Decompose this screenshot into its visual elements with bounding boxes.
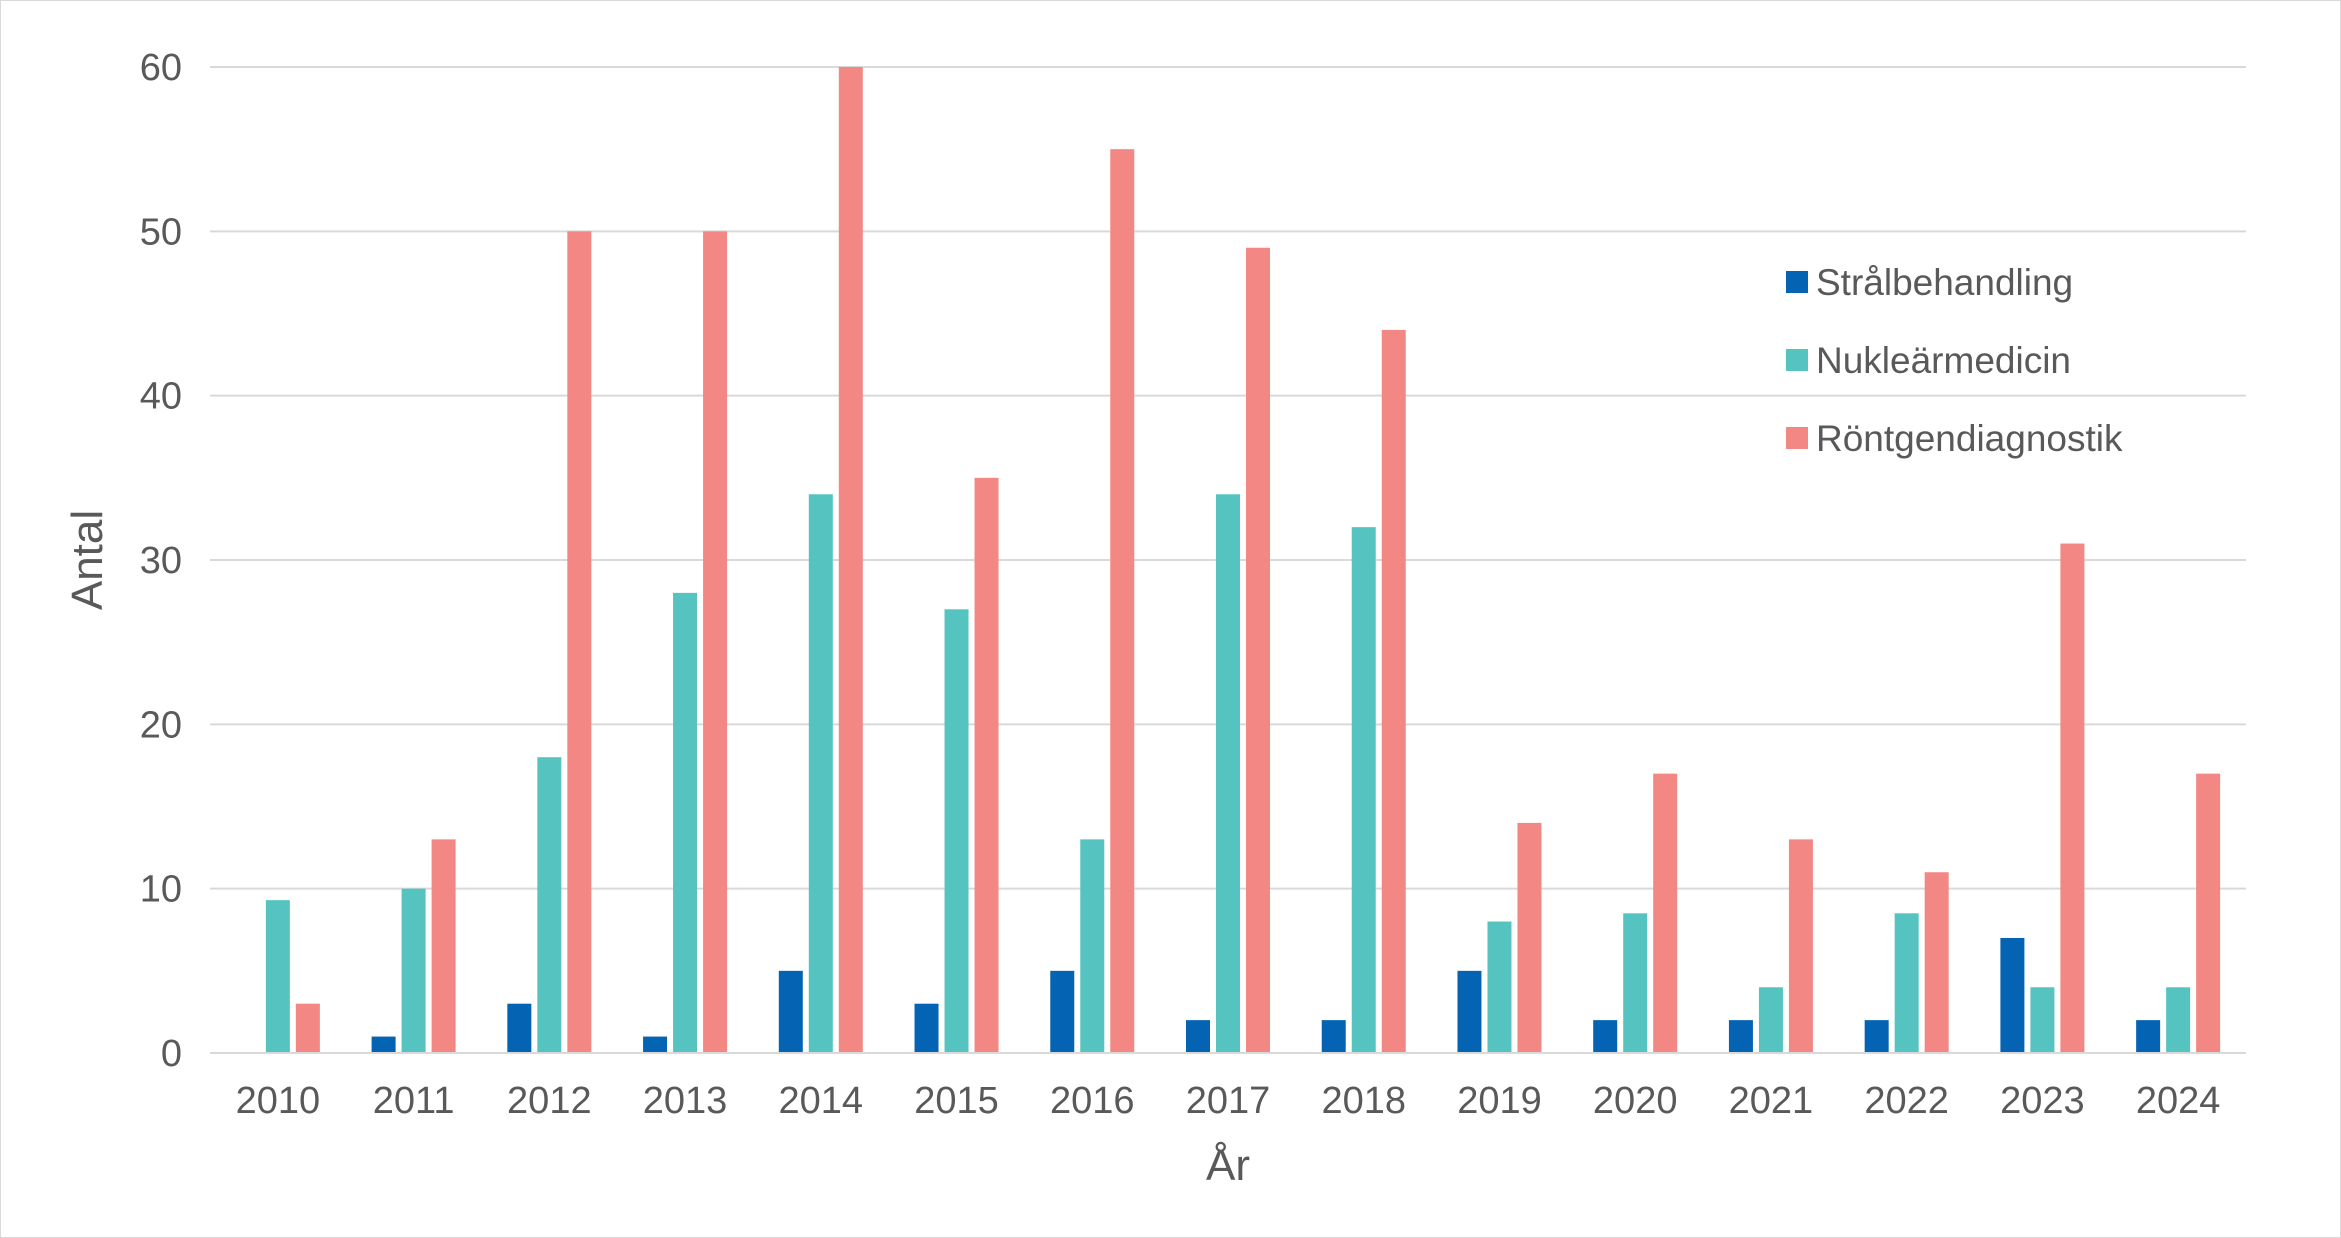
x-tick-label: 2013 <box>643 1080 728 1122</box>
y-tick-label: 60 <box>140 47 182 89</box>
bar-nukleärmedicin-2016 <box>1080 839 1105 1053</box>
bar-röntgendiagnostik-2024 <box>2196 773 2221 1053</box>
x-tick-label: 2012 <box>507 1080 592 1122</box>
bar-nukleärmedicin-2019 <box>1487 921 1512 1053</box>
y-tick-label: 20 <box>140 704 182 746</box>
bar-nukleärmedicin-2012 <box>537 757 562 1053</box>
x-tick-label: 2016 <box>1050 1080 1135 1122</box>
bar-nukleärmedicin-2017 <box>1216 494 1240 1053</box>
legend-swatch <box>1786 271 1808 293</box>
legend: Strålbehandling Nukleärmedicin Röntgendiag… <box>1786 262 2123 459</box>
bar-strålbehandling-2011 <box>371 1036 396 1053</box>
bar-röntgendiagnostik-2017 <box>1246 247 1270 1053</box>
bar-nukleärmedicin-2011 <box>401 888 426 1053</box>
bar-röntgendiagnostik-2012 <box>567 231 592 1054</box>
y-axis-title: Antal <box>63 510 112 610</box>
bar-röntgendiagnostik-2010 <box>295 1003 320 1053</box>
bar-röntgendiagnostik-2011 <box>431 839 456 1053</box>
x-tick-label: 2022 <box>1864 1080 1949 1122</box>
bar-röntgendiagnostik-2022 <box>1924 872 1949 1053</box>
y-tick-label: 30 <box>140 540 182 582</box>
x-tick-label: 2014 <box>779 1080 864 1122</box>
bar-nukleärmedicin-2013 <box>673 592 698 1053</box>
bar-röntgendiagnostik-2023 <box>2060 543 2085 1053</box>
bar-nukleärmedicin-2014 <box>808 494 833 1053</box>
bar-nukleärmedicin-2015 <box>944 609 969 1053</box>
x-tick-label: 2023 <box>2000 1080 2085 1122</box>
x-tick-label: 2019 <box>1457 1080 1542 1122</box>
legend-swatch <box>1786 349 1808 371</box>
x-tick-label: 2017 <box>1186 1080 1271 1122</box>
bar-strålbehandling-2016 <box>1050 970 1075 1053</box>
bars <box>265 67 2221 1054</box>
bar-strålbehandling-2019 <box>1457 970 1482 1053</box>
bar-nukleärmedicin-2020 <box>1623 913 1648 1053</box>
bar-strålbehandling-2024 <box>2136 1020 2161 1053</box>
bar-röntgendiagnostik-2014 <box>838 67 863 1053</box>
legend-label: Strålbehandling <box>1816 262 2073 303</box>
bar-röntgendiagnostik-2016 <box>1110 149 1135 1053</box>
bar-strålbehandling-2015 <box>914 1003 939 1053</box>
bar-strålbehandling-2017 <box>1186 1020 1210 1053</box>
x-tick-label: 2021 <box>1729 1080 1814 1122</box>
y-tick-label: 0 <box>161 1033 182 1075</box>
axes: 0 10 20 30 40 50 60 2010 2011 2012 2013 2014 2015 201… <box>140 47 2246 1122</box>
legend-swatch <box>1786 427 1808 449</box>
bar-strålbehandling-2012 <box>507 1003 532 1053</box>
bar-nukleärmedicin-2022 <box>1894 913 1919 1053</box>
y-tick-label: 50 <box>140 211 182 253</box>
y-tick-label: 10 <box>140 869 182 911</box>
bar-röntgendiagnostik-2018 <box>1381 329 1406 1053</box>
x-tick-label: 2010 <box>236 1080 321 1122</box>
legend-label: Röntgendiagnostik <box>1816 418 2123 459</box>
x-tick-label: 2018 <box>1321 1080 1406 1122</box>
bar-nukleärmedicin-2021 <box>1758 987 1783 1053</box>
bar-strålbehandling-2023 <box>2000 937 2025 1053</box>
bar-röntgendiagnostik-2021 <box>1788 839 1813 1053</box>
bar-strålbehandling-2014 <box>778 970 803 1053</box>
bar-röntgendiagnostik-2020 <box>1653 773 1678 1053</box>
legend-label: Nukleärmedicin <box>1816 340 2071 381</box>
bar-nukleärmedicin-2018 <box>1351 527 1376 1053</box>
bar-strålbehandling-2018 <box>1321 1020 1346 1053</box>
y-tick-label: 40 <box>140 376 182 418</box>
x-tick-label: 2015 <box>914 1080 999 1122</box>
x-tick-label: 2011 <box>373 1080 455 1122</box>
bar-nukleärmedicin-2010 <box>265 900 290 1053</box>
bar-strålbehandling-2013 <box>643 1036 668 1053</box>
bar-röntgendiagnostik-2019 <box>1517 822 1542 1053</box>
bar-strålbehandling-2022 <box>1864 1020 1889 1053</box>
bar-nukleärmedicin-2024 <box>2166 987 2191 1053</box>
bar-röntgendiagnostik-2015 <box>974 477 999 1053</box>
bar-strålbehandling-2020 <box>1593 1020 1618 1053</box>
x-tick-label: 2020 <box>1593 1080 1678 1122</box>
bar-nukleärmedicin-2023 <box>2030 987 2055 1053</box>
x-axis-title: År <box>1206 1141 1250 1190</box>
bar-strålbehandling-2021 <box>1728 1020 1753 1053</box>
bar-röntgendiagnostik-2013 <box>703 231 728 1054</box>
x-tick-label: 2024 <box>2136 1080 2221 1122</box>
